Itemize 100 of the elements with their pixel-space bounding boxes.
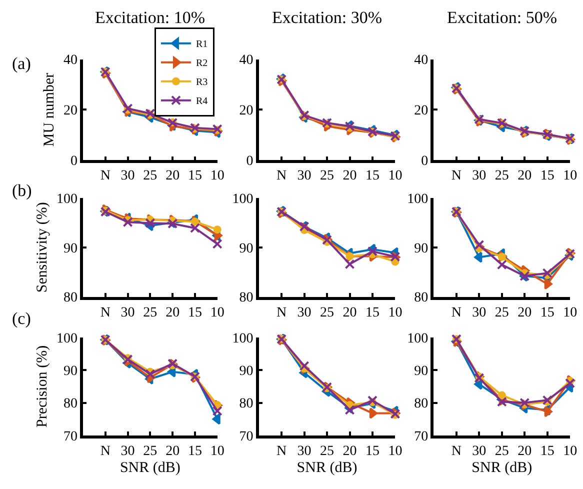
x-axis-title: SNR (dB)	[296, 460, 358, 476]
x-tick-label: 30	[297, 168, 312, 184]
x-tick-label: 25	[143, 444, 158, 459]
x-axis-title: SNR (dB)	[120, 460, 180, 476]
legend-label: R3	[196, 77, 208, 88]
x-tick-label: N	[100, 444, 110, 459]
y-tick-label: 100	[56, 331, 78, 346]
x-tick-label: 15	[188, 168, 202, 184]
x-tick-label: 20	[166, 168, 180, 184]
x-tick-label: 25	[320, 168, 334, 184]
y-axis-title: Sensitivity (%)	[34, 202, 51, 293]
x-tick-label: N	[276, 305, 287, 320]
x-tick-label: N	[451, 168, 462, 184]
x-tick-label: 10	[563, 305, 578, 320]
x-tick-label: N	[451, 444, 462, 459]
x-tick-label: 15	[540, 305, 554, 320]
y-tick-label: 80	[239, 396, 254, 412]
x-tick-label: 15	[540, 168, 554, 184]
y-tick-label: 0	[246, 154, 254, 170]
x-tick-label: 10	[210, 168, 224, 184]
legend-label: R4	[196, 96, 208, 108]
x-tick-label: 30	[297, 444, 312, 459]
x-tick-label: 30	[120, 305, 135, 320]
x-tick-label: 10	[563, 168, 578, 184]
x-tick-label: 20	[518, 168, 532, 184]
x-tick-label: N	[100, 305, 110, 320]
y-tick-label: 40	[63, 53, 78, 68]
y-tick-label: 100	[407, 192, 428, 207]
y-tick-label: 80	[63, 290, 78, 306]
x-tick-label: 15	[365, 444, 380, 459]
x-tick-label: 15	[188, 444, 202, 459]
y-tick-label: 70	[63, 429, 78, 444]
x-tick-label: 15	[365, 168, 380, 184]
y-tick-label: 100	[232, 192, 254, 207]
text: (b)	[12, 181, 32, 200]
x-tick-label: 15	[540, 444, 554, 459]
y-axis-title: MU number	[42, 72, 58, 147]
legend-label: R2	[196, 58, 208, 70]
x-tick-label: 10	[388, 305, 402, 320]
y-tick-label: 80	[63, 396, 78, 412]
y-tick-label: 100	[407, 331, 428, 346]
x-tick-label: 30	[472, 168, 486, 184]
x-tick-label: 10	[210, 305, 224, 320]
x-tick-label: 30	[297, 305, 312, 320]
x-tick-label: 20	[342, 305, 357, 320]
x-tick-label: N	[276, 444, 287, 459]
x-tick-label: 25	[143, 168, 158, 184]
x-tick-label: 10	[388, 444, 402, 459]
y-tick-label: 90	[63, 364, 78, 380]
x-tick-label: 25	[320, 444, 334, 459]
text: (c)	[12, 309, 31, 328]
y-tick-label: 70	[414, 429, 428, 444]
x-tick-label: N	[276, 168, 287, 184]
x-tick-label: 25	[494, 168, 509, 184]
x-tick-label: 15	[365, 305, 380, 320]
x-tick-label: 30	[472, 305, 486, 320]
x-tick-label: 30	[120, 444, 135, 459]
y-tick-label: 100	[56, 192, 78, 207]
x-tick-label: 20	[342, 444, 357, 459]
x-axis-title: SNR (dB)	[472, 460, 532, 476]
x-tick-label: 25	[494, 444, 509, 459]
x-tick-label: 15	[188, 305, 202, 320]
y-tick-label: 90	[239, 364, 254, 380]
x-tick-label: 20	[166, 305, 180, 320]
x-tick-label: 25	[320, 305, 334, 320]
x-tick-label: 25	[143, 305, 158, 320]
y-axis-title: Precision (%)	[34, 345, 51, 428]
y-tick-label: 80	[239, 290, 254, 306]
x-tick-label: 10	[388, 168, 402, 184]
x-tick-label: 20	[342, 168, 357, 184]
x-tick-label: 20	[166, 444, 180, 459]
x-tick-label: 20	[518, 444, 532, 459]
chart-title: Excitation: 50%	[447, 8, 558, 27]
x-tick-label: 10	[210, 444, 224, 459]
x-tick-label: N	[451, 305, 462, 320]
y-tick-label: 20	[63, 104, 78, 119]
y-tick-label: 0	[421, 154, 428, 170]
text: (a)	[12, 54, 31, 73]
chart-title: Excitation: 30%	[272, 8, 382, 27]
y-tick-label: 70	[239, 429, 254, 444]
y-tick-label: 20	[414, 104, 428, 119]
x-tick-label: 30	[120, 168, 135, 184]
y-tick-label: 80	[414, 396, 428, 412]
legend-label: R1	[196, 39, 208, 50]
y-tick-label: 90	[63, 241, 78, 256]
y-tick-label: 100	[232, 331, 254, 346]
x-tick-label: N	[100, 168, 110, 184]
x-tick-label: 10	[563, 444, 578, 459]
y-tick-label: 80	[414, 290, 428, 306]
y-tick-label: 90	[239, 241, 254, 256]
y-tick-label: 90	[414, 364, 428, 380]
x-tick-label: 20	[518, 305, 532, 320]
y-tick-label: 90	[414, 241, 428, 256]
y-tick-label: 40	[239, 53, 254, 68]
y-tick-label: 20	[239, 104, 254, 119]
chart-title: Excitation: 10%	[95, 8, 206, 27]
x-tick-label: 30	[472, 444, 486, 459]
y-tick-label: 0	[70, 154, 78, 170]
x-tick-label: 25	[494, 305, 509, 320]
y-tick-label: 40	[414, 53, 428, 68]
